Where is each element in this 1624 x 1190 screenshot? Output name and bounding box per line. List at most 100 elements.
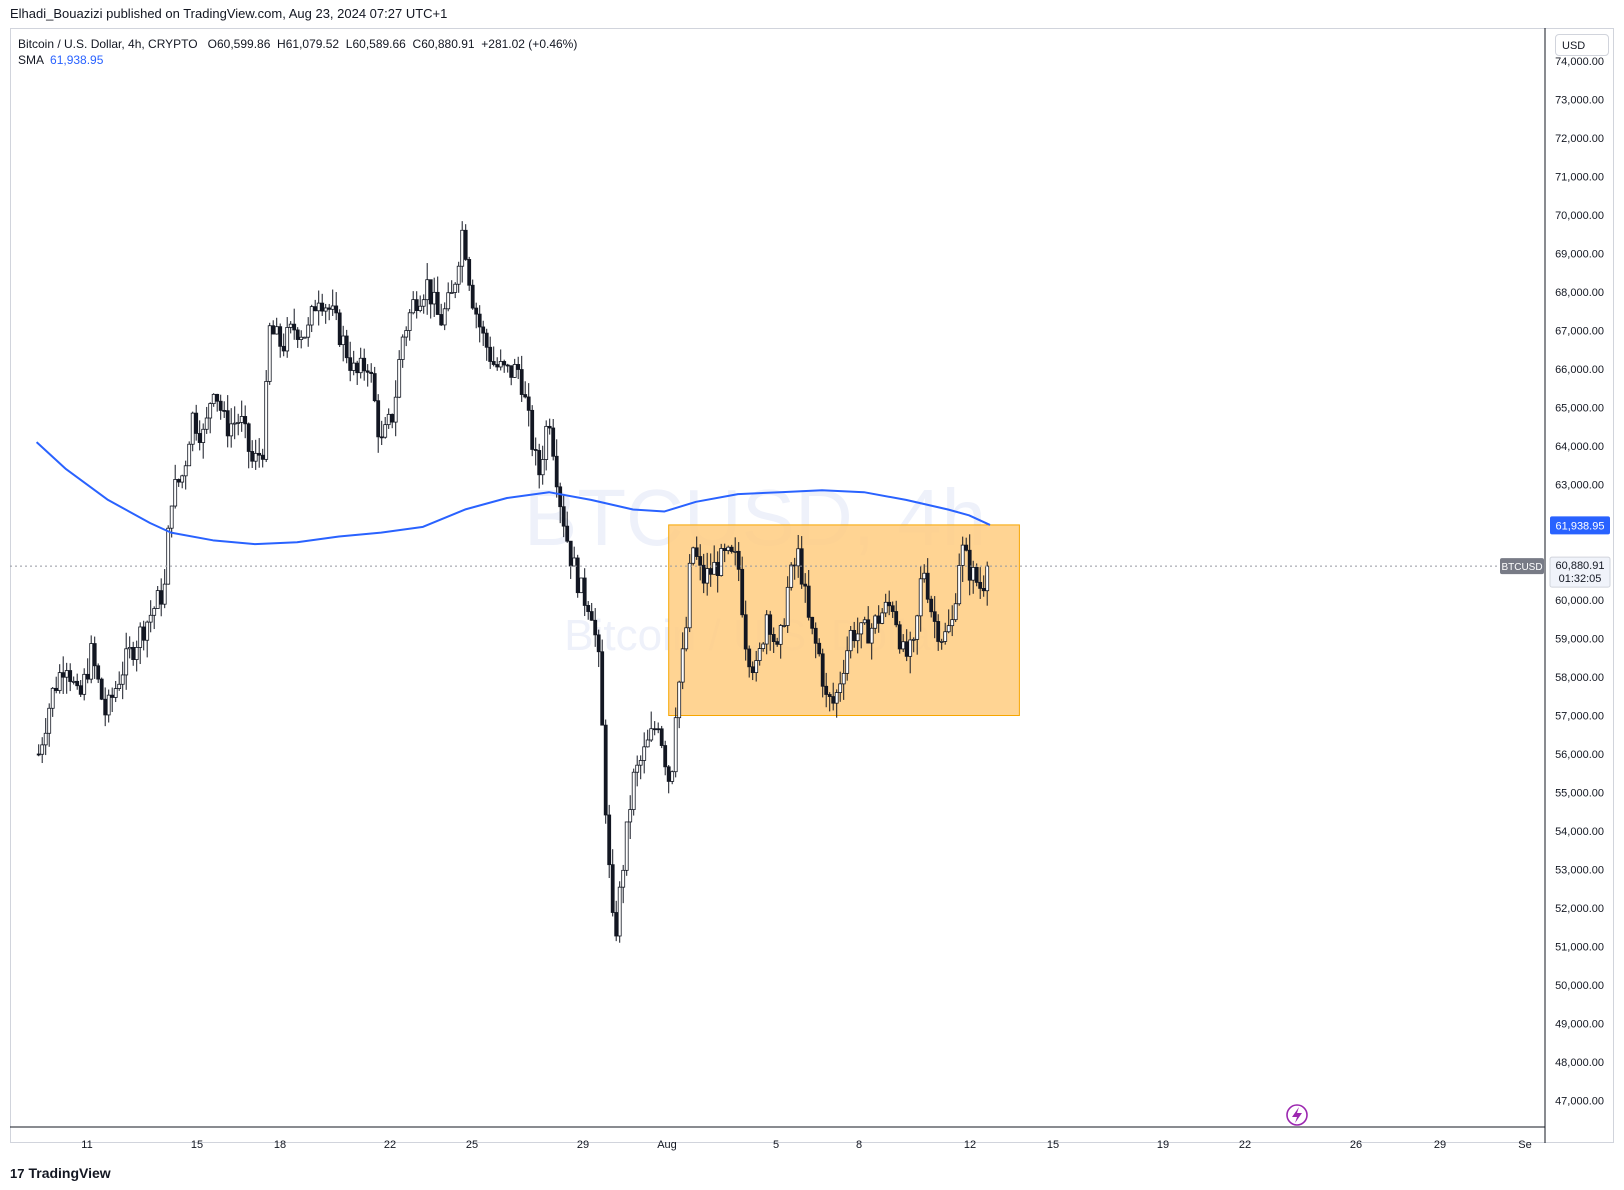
candle[interactable] <box>330 289 335 316</box>
candle[interactable] <box>386 408 391 429</box>
candle[interactable] <box>47 703 52 747</box>
candle[interactable] <box>43 718 48 756</box>
candle[interactable] <box>981 575 986 597</box>
candle[interactable] <box>397 350 402 399</box>
candle[interactable] <box>467 256 472 291</box>
candle[interactable] <box>603 719 608 824</box>
candle[interactable] <box>197 420 202 451</box>
candle[interactable] <box>89 635 94 684</box>
candle[interactable] <box>729 544 734 554</box>
candle[interactable] <box>684 616 689 652</box>
candle[interactable] <box>638 755 643 780</box>
lightning-icon[interactable] <box>1286 1104 1308 1126</box>
candle[interactable] <box>470 279 475 310</box>
candle[interactable] <box>554 439 559 498</box>
candle[interactable] <box>852 621 857 648</box>
candle[interactable] <box>841 659 846 700</box>
candle[interactable] <box>509 365 514 386</box>
candle[interactable] <box>656 722 661 734</box>
candle[interactable] <box>250 440 255 468</box>
candle[interactable] <box>432 277 437 317</box>
candle[interactable] <box>750 661 755 681</box>
candle[interactable] <box>215 393 220 412</box>
candle[interactable] <box>897 621 902 654</box>
candle[interactable] <box>351 350 356 376</box>
candle[interactable] <box>180 474 185 489</box>
candle[interactable] <box>246 422 251 469</box>
candle[interactable] <box>481 320 486 346</box>
candle[interactable] <box>453 282 458 299</box>
candle[interactable] <box>880 608 885 625</box>
candle[interactable] <box>526 383 531 427</box>
candle[interactable] <box>918 566 923 632</box>
candle[interactable] <box>323 303 328 324</box>
candle[interactable] <box>271 320 276 335</box>
legend-symbol[interactable]: Bitcoin / U.S. Dollar, 4h, CRYPTO <box>18 37 198 51</box>
candle[interactable] <box>505 363 510 373</box>
candle[interactable] <box>71 676 76 685</box>
candle[interactable] <box>792 557 797 580</box>
candle[interactable] <box>803 573 808 603</box>
candle[interactable] <box>495 357 500 371</box>
candle[interactable] <box>649 711 654 742</box>
candle[interactable] <box>295 327 300 348</box>
candle[interactable] <box>908 631 913 674</box>
candle[interactable] <box>176 478 181 487</box>
candle[interactable] <box>99 677 104 701</box>
candle[interactable] <box>428 279 433 319</box>
candle[interactable] <box>92 636 97 679</box>
candle[interactable] <box>421 294 426 314</box>
candle[interactable] <box>113 680 118 703</box>
candle[interactable] <box>316 290 321 326</box>
candle[interactable] <box>390 413 395 429</box>
candle[interactable] <box>904 629 909 662</box>
time-axis[interactable]: 11 15 18 22 25 29 Aug 5 8 12 15 19 22 26 29 Se <box>81 1139 1531 1151</box>
candle[interactable] <box>985 561 990 606</box>
candle[interactable] <box>204 406 209 434</box>
candle[interactable] <box>313 299 318 312</box>
legend-sma-label[interactable]: SMA <box>18 53 45 67</box>
candle[interactable] <box>299 330 304 349</box>
candle[interactable] <box>911 637 916 653</box>
candle[interactable] <box>817 638 822 657</box>
candle[interactable] <box>691 546 696 566</box>
candle[interactable] <box>194 404 199 441</box>
candle[interactable] <box>187 441 192 467</box>
candle[interactable] <box>789 562 794 591</box>
candle[interactable] <box>243 405 248 439</box>
candle[interactable] <box>740 556 745 618</box>
candle[interactable] <box>82 668 87 701</box>
candle[interactable] <box>379 420 384 446</box>
candle[interactable] <box>775 637 780 647</box>
candle[interactable] <box>901 634 906 653</box>
candle[interactable] <box>642 732 647 774</box>
candle[interactable] <box>288 321 293 334</box>
candle[interactable] <box>680 632 685 690</box>
candle[interactable] <box>558 482 563 524</box>
candle[interactable] <box>292 308 297 340</box>
candle[interactable] <box>673 707 678 778</box>
candle[interactable] <box>834 689 839 718</box>
candle[interactable] <box>442 302 447 331</box>
candle[interactable] <box>152 606 157 630</box>
candle[interactable] <box>624 821 629 876</box>
candle[interactable] <box>579 577 584 594</box>
candle[interactable] <box>540 445 545 485</box>
candle[interactable] <box>862 616 867 625</box>
candle[interactable] <box>516 356 521 380</box>
candle[interactable] <box>456 261 461 293</box>
candle[interactable] <box>873 614 878 634</box>
candle[interactable] <box>281 333 286 357</box>
candle[interactable] <box>964 537 969 552</box>
candle[interactable] <box>190 411 195 452</box>
candle[interactable] <box>306 317 311 347</box>
candle[interactable] <box>425 263 430 315</box>
candle[interactable] <box>659 725 664 749</box>
candle[interactable] <box>950 605 955 637</box>
candle[interactable] <box>519 355 524 402</box>
candle[interactable] <box>274 317 279 335</box>
candle[interactable] <box>232 406 237 440</box>
candle[interactable] <box>582 568 587 617</box>
candle[interactable] <box>635 755 640 787</box>
candle[interactable] <box>159 578 164 617</box>
